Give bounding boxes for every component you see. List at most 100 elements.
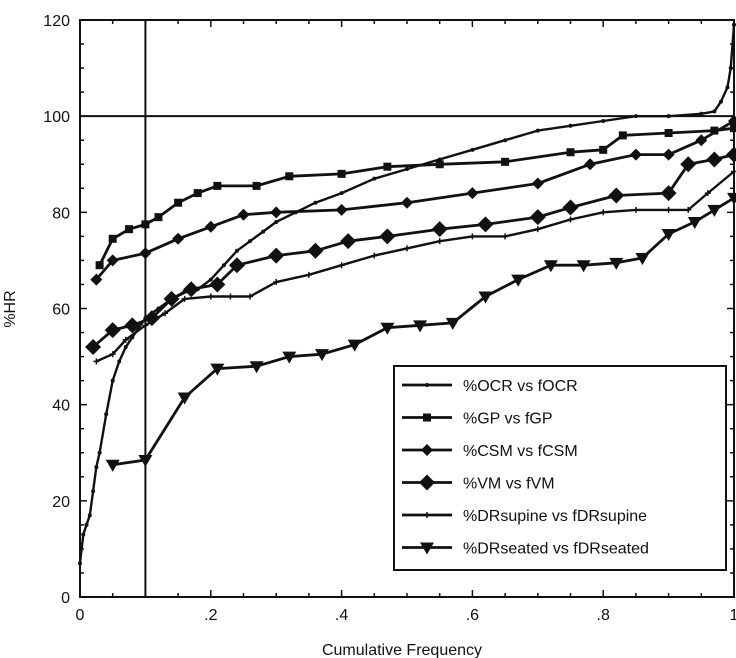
- data-point: [123, 344, 128, 349]
- data-point: [154, 213, 163, 222]
- y-tick-label: 0: [61, 590, 70, 607]
- data-point: [204, 220, 217, 233]
- data-point: [181, 295, 188, 302]
- data-point: [81, 532, 86, 537]
- data-point: [695, 134, 708, 147]
- data-point: [221, 263, 226, 268]
- y-tick-label: 60: [52, 302, 70, 319]
- data-point: [609, 257, 624, 270]
- data-point: [108, 234, 117, 243]
- data-point: [470, 147, 475, 152]
- data-point: [139, 247, 152, 260]
- data-point: [93, 358, 100, 365]
- data-point: [248, 239, 253, 244]
- data-point: [687, 216, 702, 229]
- data-point: [379, 228, 396, 245]
- series-4: [85, 146, 736, 355]
- data-point: [662, 148, 675, 161]
- data-point: [511, 274, 526, 287]
- data-point: [174, 198, 183, 207]
- legend-entry: %DRsupine vs fDRsupine: [402, 508, 647, 525]
- legend-label: %DRsupine vs fDRsupine: [463, 508, 647, 525]
- data-point: [567, 216, 574, 223]
- data-point: [106, 254, 119, 267]
- legend-marker: [423, 413, 431, 422]
- data-point: [335, 203, 348, 216]
- data-point: [163, 290, 180, 307]
- data-point: [601, 118, 606, 123]
- legend-label: %CSM vs fCSM: [463, 443, 578, 460]
- data-point: [543, 260, 558, 273]
- series-line: [92, 153, 735, 349]
- data-point: [731, 168, 736, 175]
- data-point: [726, 146, 736, 163]
- data-point: [282, 351, 297, 364]
- data-point: [635, 253, 650, 266]
- data-point: [371, 252, 378, 259]
- legend-marker: [420, 542, 434, 555]
- data-point: [177, 392, 192, 405]
- data-point: [313, 200, 318, 205]
- data-point: [124, 317, 141, 334]
- data-point: [228, 257, 245, 274]
- y-tick-label: 80: [52, 205, 70, 222]
- series-3: [90, 114, 736, 286]
- data-point: [270, 206, 283, 219]
- data-point: [401, 196, 413, 209]
- data-point: [632, 206, 639, 213]
- data-point: [710, 126, 719, 135]
- data-point: [209, 276, 226, 293]
- data-point: [633, 114, 638, 119]
- data-point: [273, 279, 280, 286]
- data-point: [727, 192, 736, 205]
- legend-entry: %VM vs fVM: [402, 474, 555, 493]
- data-point: [314, 349, 329, 362]
- data-point: [712, 109, 717, 114]
- legend-box: [393, 365, 727, 571]
- data-point: [162, 310, 169, 317]
- data-point: [172, 232, 185, 245]
- data-point: [728, 66, 733, 71]
- data-point: [535, 128, 540, 133]
- data-point: [562, 199, 579, 216]
- data-point: [105, 459, 120, 472]
- data-point: [383, 162, 392, 171]
- data-point: [608, 187, 625, 204]
- data-point: [104, 412, 109, 417]
- series-group: [78, 22, 736, 566]
- legend-label: %DRseated vs fDRseated: [463, 541, 649, 558]
- series-line: [95, 170, 735, 363]
- data-point: [210, 363, 225, 376]
- data-point: [117, 359, 122, 364]
- x-tick-label: .2: [204, 607, 217, 624]
- legend-label: %VM vs fVM: [463, 476, 555, 493]
- data-point: [337, 169, 346, 178]
- series-2: [95, 124, 736, 270]
- data-point: [340, 233, 357, 250]
- x-tick-label: 1: [730, 607, 736, 624]
- data-point: [305, 271, 312, 278]
- data-point: [502, 233, 509, 240]
- x-axis-title: Cumulative Frequency: [322, 642, 482, 658]
- data-point: [704, 190, 711, 197]
- y-tick-label: 120: [43, 13, 70, 30]
- legend-label: %OCR vs fOCR: [463, 378, 578, 395]
- data-point: [193, 189, 202, 198]
- data-point: [660, 185, 677, 202]
- tick-labels: 0 .2 .4 .6 .8 1 0 20 40 60 80 100 120: [43, 13, 736, 624]
- data-point: [664, 128, 673, 137]
- data-point: [339, 191, 344, 196]
- data-point: [125, 225, 134, 234]
- data-point: [584, 158, 597, 171]
- y-tick-label: 40: [52, 398, 70, 415]
- data-point: [469, 233, 476, 240]
- data-point: [680, 156, 697, 173]
- data-point: [142, 322, 149, 329]
- data-point: [618, 131, 627, 140]
- data-point: [431, 221, 448, 238]
- legend-marker: [425, 383, 429, 387]
- data-point: [466, 187, 479, 200]
- data-point: [503, 138, 508, 143]
- data-point: [268, 247, 285, 264]
